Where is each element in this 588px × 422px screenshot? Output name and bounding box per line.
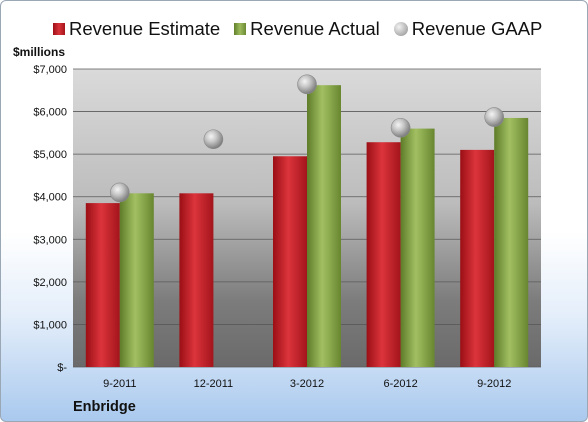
revenue-gaap-marker bbox=[297, 74, 317, 95]
revenue-actual-bar bbox=[400, 128, 435, 367]
x-tick-label: 9-2012 bbox=[477, 378, 511, 390]
revenue-actual-bar bbox=[494, 117, 529, 367]
legend-label-revenue-gaap: Revenue GAAP bbox=[411, 18, 543, 39]
y-tick-label: $7,000 bbox=[33, 64, 67, 76]
x-tick-label: 9-2011 bbox=[103, 378, 136, 390]
legend-item-revenue-actual: Revenue Actual bbox=[234, 18, 380, 40]
revenue-estimate-bar bbox=[85, 203, 120, 367]
x-tick-label: 6-2012 bbox=[383, 378, 417, 390]
y-tick-label: $- bbox=[57, 362, 67, 374]
legend-label-revenue-estimate: Revenue Estimate bbox=[69, 18, 221, 39]
y-tick-label: $6,000 bbox=[33, 107, 67, 119]
y-tick-label: $2,000 bbox=[33, 277, 67, 289]
legend-swatch-revenue-actual bbox=[234, 23, 247, 35]
x-tick-label: 3-2012 bbox=[290, 378, 324, 390]
legend-item-revenue-gaap: Revenue GAAP bbox=[393, 18, 543, 40]
y-tick-label: $3,000 bbox=[33, 234, 67, 246]
chart-legend: Revenue Estimate Revenue Actual Revenue … bbox=[53, 17, 542, 41]
revenue-actual-bar bbox=[307, 85, 341, 368]
revenue-estimate-bar bbox=[179, 193, 214, 367]
revenue-gaap-marker bbox=[484, 107, 505, 127]
revenue-estimate-bar bbox=[273, 156, 307, 367]
y-axis-unit-label: $millions bbox=[13, 45, 66, 59]
gaap-markers bbox=[110, 74, 505, 203]
y-tick-label: $1,000 bbox=[33, 319, 67, 331]
revenue-estimate-bar bbox=[366, 142, 401, 367]
revenue-gaap-marker bbox=[390, 117, 411, 138]
company-name: Enbridge bbox=[73, 399, 136, 415]
revenue-gaap-marker bbox=[203, 129, 224, 150]
legend-label-revenue-actual: Revenue Actual bbox=[250, 18, 380, 39]
y-tick-label: $4,000 bbox=[33, 192, 67, 204]
legend-item-revenue-estimate: Revenue Estimate bbox=[53, 18, 220, 40]
revenue-actual-bar bbox=[119, 193, 154, 367]
y-axis-ticks: $- $1,000 $2,000 $3,000 $4,000 $5,000 $6,000 $7… bbox=[33, 64, 67, 374]
revenue-estimate-bar bbox=[460, 149, 495, 367]
revenue-gaap-marker bbox=[110, 182, 130, 203]
bars bbox=[85, 85, 529, 368]
x-axis-ticks: 9-2011 12-2011 3-2012 6-2012 9-2012 bbox=[103, 378, 511, 390]
legend-swatch-revenue-gaap bbox=[393, 22, 408, 36]
y-tick-label: $5,000 bbox=[33, 149, 67, 161]
x-tick-label: 12-2011 bbox=[194, 378, 234, 390]
legend-swatch-revenue-estimate bbox=[53, 23, 65, 35]
